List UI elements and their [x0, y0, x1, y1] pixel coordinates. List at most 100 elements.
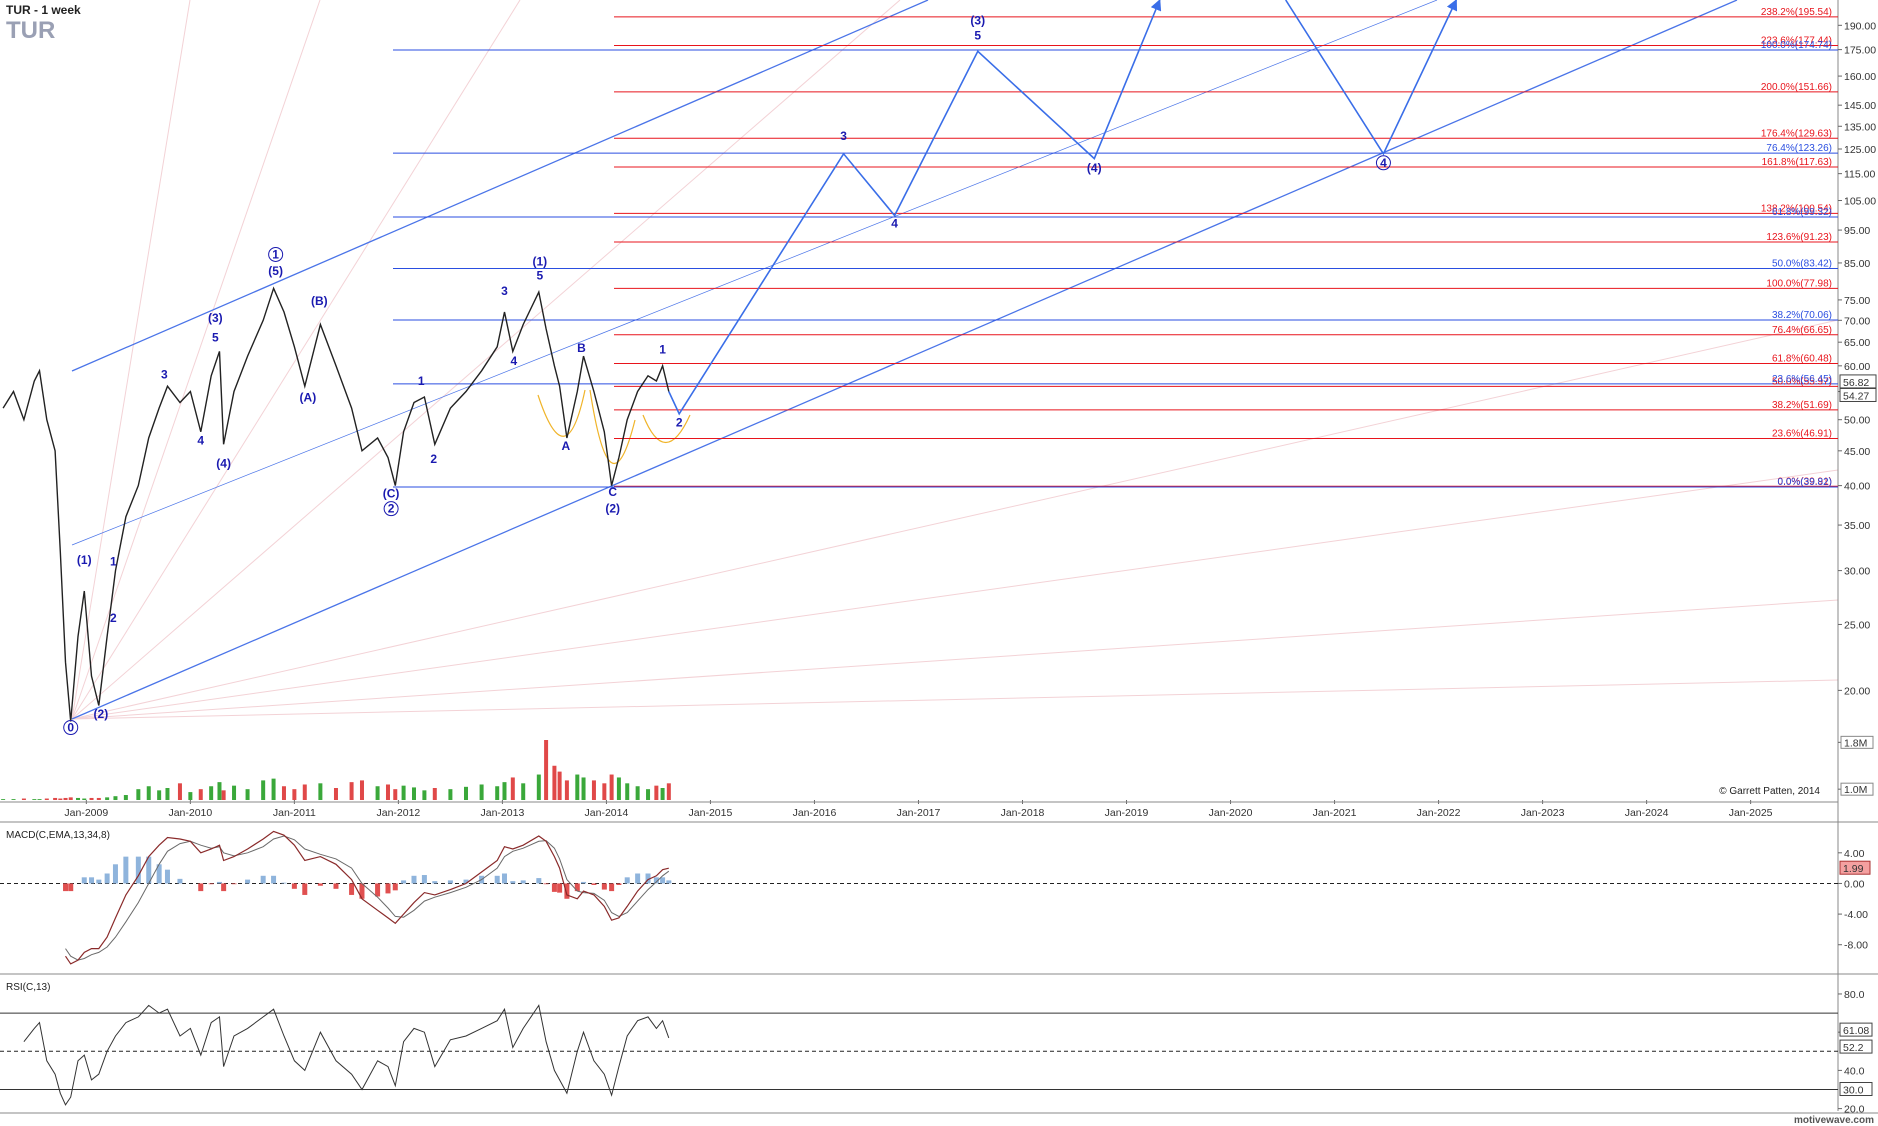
volume-bar: [1, 799, 6, 800]
volume-bar: [53, 797, 58, 800]
volume-bar: [646, 789, 651, 800]
y-tick-label: 125.00: [1844, 144, 1876, 156]
fib-label: 61.8%(99.32): [1772, 207, 1832, 218]
histogram-bar: [432, 881, 438, 884]
volume-bar: [123, 795, 128, 800]
y-tick-label: 40.00: [1844, 481, 1870, 493]
chart-title: TUR - 1 week: [6, 3, 81, 17]
yellow-arcs: [537, 389, 691, 465]
histogram-bar: [112, 864, 118, 884]
fib-label: 76.4%(123.26): [1766, 143, 1832, 154]
fib-label: 138.2%(100.54): [1761, 203, 1832, 214]
volume-bar: [58, 798, 63, 800]
wave-circle: [63, 720, 79, 736]
volume-bar: [44, 798, 49, 800]
histogram-bar: [401, 880, 407, 884]
wave-label: 5: [974, 29, 981, 43]
volume-bar: [666, 783, 671, 800]
histogram-bar: [291, 883, 297, 889]
fib-label: 50.0%(83.42): [1772, 258, 1832, 269]
histogram-bar: [385, 883, 391, 894]
volume-bar: [502, 782, 507, 800]
volume-bar: [401, 785, 406, 800]
histogram-bar: [245, 879, 251, 884]
histogram-bar: [281, 882, 287, 884]
volume-bar: [602, 783, 607, 800]
y-tick-label: 50.00: [1844, 415, 1870, 427]
histogram-bar: [411, 875, 417, 884]
copyright: © Garrett Patten, 2014: [1719, 786, 1820, 797]
histogram-bar: [616, 883, 622, 885]
wave-label: 1: [659, 342, 666, 356]
wave-label: (3): [970, 14, 985, 28]
volume-bar: [165, 788, 170, 800]
y-tick-label: 145.00: [1844, 100, 1876, 112]
wave-label: 4: [197, 433, 204, 447]
x-tick-label: Jan-2014: [585, 807, 629, 819]
wave-label: 3: [161, 367, 168, 381]
histogram-bar: [375, 883, 381, 897]
fib-label: 38.2%(51.69): [1772, 400, 1832, 411]
volume-bar: [557, 771, 562, 800]
wave-circle: [383, 501, 399, 517]
y-tick-label: 115.00: [1844, 169, 1875, 181]
volume-bar: [564, 780, 569, 800]
y-tick-label: 190.00: [1844, 20, 1876, 32]
histogram-bar: [146, 856, 152, 884]
wave-label: 4: [511, 354, 518, 368]
wave-label: 5: [537, 269, 544, 283]
histogram-bar: [177, 878, 183, 884]
y-tick-label: 75.00: [1844, 295, 1870, 307]
volume-bar: [221, 790, 226, 800]
histogram-bar: [333, 883, 339, 889]
y-tick-label: 35.00: [1844, 520, 1870, 532]
x-tick-label: Jan-2010: [168, 807, 212, 819]
y-tick-label: 65.00: [1844, 337, 1870, 349]
histogram-bar: [63, 883, 69, 892]
y-tick-label: 4.00: [1844, 848, 1865, 860]
volume-bar: [68, 797, 73, 800]
wave-circle: [1375, 155, 1391, 171]
x-tick-label: Jan-2024: [1625, 807, 1669, 819]
y-tick-label: 95.00: [1844, 225, 1870, 237]
wave-label: 2: [388, 502, 395, 516]
volume-bar: [411, 787, 416, 800]
histogram-bar: [392, 883, 398, 891]
last-value-label: 1.99: [1843, 863, 1864, 875]
volume-bar: [536, 774, 541, 800]
rsi-label-box: [1839, 1039, 1873, 1054]
wave-label: 2: [430, 452, 437, 466]
volume-bar: [448, 789, 453, 800]
volume-bar: [552, 765, 557, 800]
volume-bar: [96, 797, 101, 800]
wave-label: C: [608, 485, 617, 499]
rsi-label-box: [1839, 1022, 1873, 1037]
rsi-label: 61.08: [1843, 1025, 1869, 1037]
wave-label: (4): [216, 457, 231, 471]
histogram-bar: [543, 883, 549, 885]
wave-label: 3: [840, 129, 847, 143]
y-tick-label: 105.00: [1844, 196, 1876, 208]
volume-bar: [89, 797, 94, 800]
volume-bar: [136, 789, 141, 800]
rsi-label: 52.2: [1843, 1042, 1864, 1054]
wave-label: A: [562, 439, 571, 453]
last-value-box: [1839, 860, 1871, 875]
wave-label: (2): [94, 707, 109, 721]
volume-bar: [521, 783, 526, 800]
volume-bar: [11, 799, 16, 800]
rsi-line: [23, 1004, 670, 1106]
rsi-label: 30.0: [1843, 1085, 1864, 1097]
x-tick-label: Jan-2016: [793, 807, 837, 819]
histogram-bar: [359, 883, 365, 899]
histogram-bar: [198, 883, 204, 892]
volume-bar: [510, 777, 515, 800]
volume-bar: [495, 786, 500, 800]
wave-label: (2): [605, 502, 620, 516]
volume-bar: [21, 798, 26, 800]
volume-bar: [113, 796, 118, 800]
volume-bar: [385, 784, 390, 800]
